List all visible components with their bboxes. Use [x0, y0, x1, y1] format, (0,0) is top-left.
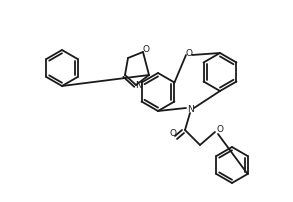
- Text: N: N: [136, 81, 142, 90]
- Text: N: N: [187, 105, 193, 115]
- Text: O: O: [217, 124, 224, 134]
- Text: O: O: [185, 48, 193, 58]
- Text: O: O: [142, 45, 149, 55]
- Text: O: O: [169, 128, 176, 138]
